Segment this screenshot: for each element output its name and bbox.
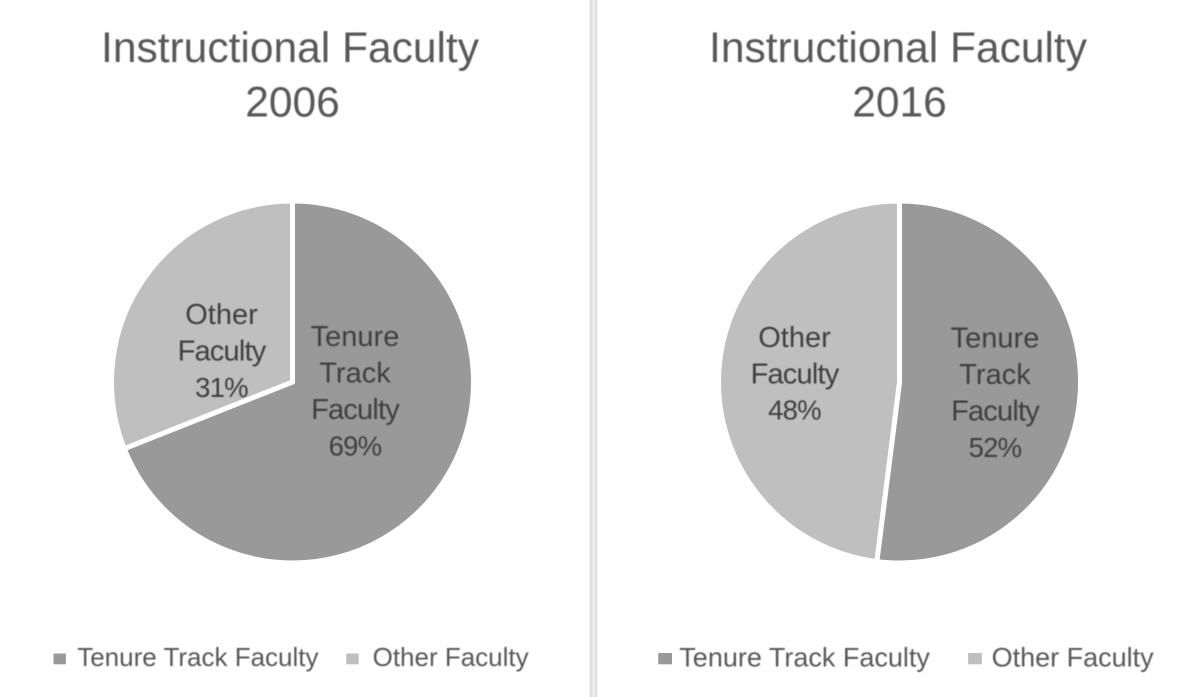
svg-text:Tenure: Tenure xyxy=(311,321,400,353)
svg-text:Tenure Track Faculty: Tenure Track Faculty xyxy=(77,642,318,672)
svg-text:69%: 69% xyxy=(329,431,382,462)
svg-text:Track: Track xyxy=(319,358,391,390)
svg-text:Tenure: Tenure xyxy=(951,323,1040,355)
svg-text:Tenure Track Faculty: Tenure Track Faculty xyxy=(679,643,930,673)
svg-text:Other: Other xyxy=(185,299,258,331)
svg-text:31%: 31% xyxy=(195,372,248,403)
svg-text:2006: 2006 xyxy=(245,80,340,127)
svg-text:Faculty: Faculty xyxy=(751,359,840,391)
svg-text:Instructional Faculty: Instructional Faculty xyxy=(709,25,1088,72)
svg-text:Other: Other xyxy=(758,322,831,354)
svg-text:Other Faculty: Other Faculty xyxy=(992,643,1155,673)
svg-text:Faculty: Faculty xyxy=(951,396,1040,428)
svg-text:2016: 2016 xyxy=(852,80,947,127)
svg-text:Other Faculty: Other Faculty xyxy=(373,642,529,672)
svg-text:Faculty: Faculty xyxy=(178,336,267,368)
svg-text:48%: 48% xyxy=(768,395,821,426)
svg-text:Instructional Faculty: Instructional Faculty xyxy=(101,25,480,72)
svg-text:Track: Track xyxy=(959,359,1031,391)
svg-text:Faculty: Faculty xyxy=(311,394,400,426)
svg-text:52%: 52% xyxy=(969,432,1022,463)
